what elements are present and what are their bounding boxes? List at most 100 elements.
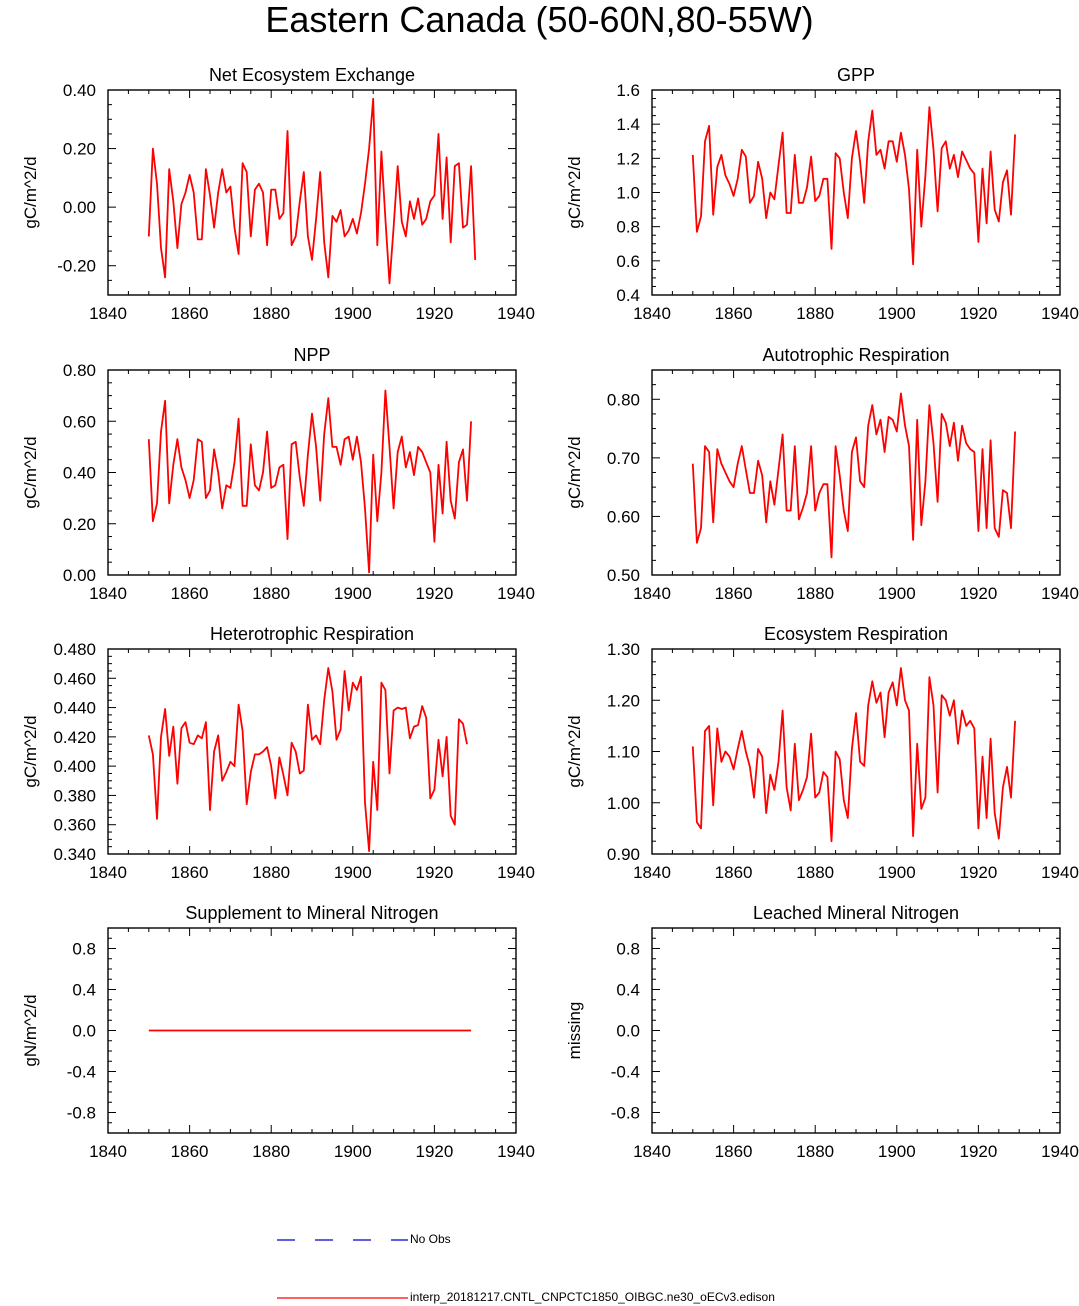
plot-frame (107, 89, 517, 296)
y-tick-label: 1.20 (607, 691, 640, 710)
chart-title: GPP (837, 65, 875, 85)
series-line-model (691, 106, 1016, 266)
y-tick-label: 0.360 (53, 816, 96, 835)
y-tick-label: 0.00 (63, 198, 96, 217)
x-tick-label: 1860 (171, 584, 209, 603)
x-tick-label: 1900 (878, 1142, 916, 1161)
y-tick-label: 0.400 (53, 757, 96, 776)
x-tick-label: 1860 (715, 863, 753, 882)
y-tick-label: 0.90 (607, 845, 640, 864)
panel-grid: Net Ecosystem Exchange gC/m^2/d 1840 1860 18… (21, 65, 1079, 1161)
x-tick-label: 1880 (796, 1142, 834, 1161)
x-tick-label: 1860 (715, 584, 753, 603)
chart-panel: Supplement to Mineral Nitrogen gN/m^2/d 18… (21, 903, 535, 1161)
series-line-model (691, 392, 1016, 559)
x-tick-label: 1920 (415, 863, 453, 882)
y-tick-label: 0.70 (607, 449, 640, 468)
x-tick-label: 1920 (415, 304, 453, 323)
y-tick-label: -0.8 (611, 1104, 640, 1123)
y-tick-label: 0.0 (616, 1022, 640, 1041)
legend-obs-label: No Obs (410, 1232, 451, 1246)
y-tick-label: 0.480 (53, 640, 96, 659)
y-axis-label: gC/m^2/d (21, 156, 40, 228)
chart-panel: Autotrophic Respiration gC/m^2/d 1840 1860 1… (565, 345, 1079, 603)
y-tick-label: 1.00 (607, 794, 640, 813)
chart-title: Autotrophic Respiration (762, 345, 949, 365)
y-axis-label: missing (565, 1002, 584, 1060)
plot-frame (651, 927, 1061, 1134)
x-tick-label: 1880 (252, 863, 290, 882)
series-line-model (147, 97, 477, 285)
x-tick-label: 1880 (252, 304, 290, 323)
x-tick-label: 1840 (633, 1142, 671, 1161)
y-tick-label: 0.40 (63, 81, 96, 100)
y-tick-label: 0.380 (53, 786, 96, 805)
plot-frame (651, 89, 1061, 296)
chart-title: Supplement to Mineral Nitrogen (185, 903, 438, 923)
y-tick-label: 0.8 (616, 218, 640, 237)
x-tick-label: 1900 (334, 1142, 372, 1161)
y-tick-label: 0.00 (63, 566, 96, 585)
y-tick-label: 0.440 (53, 699, 96, 718)
x-tick-label: 1900 (878, 584, 916, 603)
x-tick-label: 1940 (497, 584, 535, 603)
figure-title: Eastern Canada (50-60N,80-55W) (265, 0, 814, 40)
y-tick-label: 0.4 (616, 981, 640, 1000)
y-tick-label: 1.4 (616, 115, 640, 134)
y-tick-label: 0.420 (53, 728, 96, 747)
x-tick-label: 1900 (878, 863, 916, 882)
y-tick-label: 1.2 (616, 149, 640, 168)
x-tick-label: 1940 (497, 863, 535, 882)
y-tick-label: -0.20 (57, 257, 96, 276)
y-tick-label: 1.30 (607, 640, 640, 659)
chart-panel: Heterotrophic Respiration gC/m^2/d 1840 186… (21, 624, 535, 882)
x-tick-label: 1840 (633, 584, 671, 603)
x-tick-label: 1920 (959, 584, 997, 603)
x-tick-label: 1840 (633, 863, 671, 882)
chart-title: Leached Mineral Nitrogen (753, 903, 959, 923)
plot-frame (651, 369, 1061, 576)
chart-title: Net Ecosystem Exchange (209, 65, 415, 85)
y-tick-label: 0.40 (63, 464, 96, 483)
series-line-model (147, 389, 472, 574)
y-tick-label: -0.4 (67, 1063, 96, 1082)
y-tick-label: 0.6 (616, 252, 640, 271)
legend-model-label: interp_20181217.CNTL_CNPCTC1850_OIBGC.ne… (410, 1290, 775, 1304)
y-axis-label: gC/m^2/d (565, 436, 584, 508)
y-tick-label: 0.50 (607, 566, 640, 585)
x-tick-label: 1880 (796, 304, 834, 323)
x-tick-label: 1900 (334, 863, 372, 882)
y-tick-label: 1.10 (607, 743, 640, 762)
y-tick-label: 0.340 (53, 845, 96, 864)
x-tick-label: 1860 (171, 863, 209, 882)
x-tick-label: 1900 (878, 304, 916, 323)
series-line-model (147, 667, 468, 852)
x-tick-label: 1920 (959, 304, 997, 323)
y-tick-label: 0.20 (63, 140, 96, 159)
chart-panel: Ecosystem Respiration gC/m^2/d 1840 1860 188… (565, 624, 1079, 882)
y-axis-label: gC/m^2/d (565, 156, 584, 228)
x-tick-label: 1840 (89, 1142, 127, 1161)
x-tick-label: 1920 (415, 1142, 453, 1161)
y-axis-label: gN/m^2/d (21, 994, 40, 1066)
y-tick-label: 0.8 (72, 940, 96, 959)
chart-title: Ecosystem Respiration (764, 624, 948, 644)
x-tick-label: 1860 (715, 304, 753, 323)
x-tick-label: 1940 (1041, 863, 1079, 882)
chart-panel: GPP gC/m^2/d 1840 1860 1880 1900 1920 1940 0.4 0.… (565, 65, 1079, 323)
chart-panel: NPP gC/m^2/d 1840 1860 1880 1900 1920 1940 0.00 0… (21, 345, 535, 603)
y-axis-label: gC/m^2/d (21, 436, 40, 508)
y-axis-label: gC/m^2/d (21, 715, 40, 787)
x-tick-label: 1940 (497, 1142, 535, 1161)
chart-title: Heterotrophic Respiration (210, 624, 414, 644)
x-tick-label: 1920 (959, 1142, 997, 1161)
x-tick-label: 1940 (1041, 1142, 1079, 1161)
legend (277, 1239, 408, 1299)
y-tick-label: 0.4 (72, 981, 96, 1000)
x-tick-label: 1900 (334, 304, 372, 323)
x-tick-label: 1880 (252, 1142, 290, 1161)
y-axis-label: gC/m^2/d (565, 715, 584, 787)
x-tick-label: 1920 (415, 584, 453, 603)
x-tick-label: 1840 (633, 304, 671, 323)
